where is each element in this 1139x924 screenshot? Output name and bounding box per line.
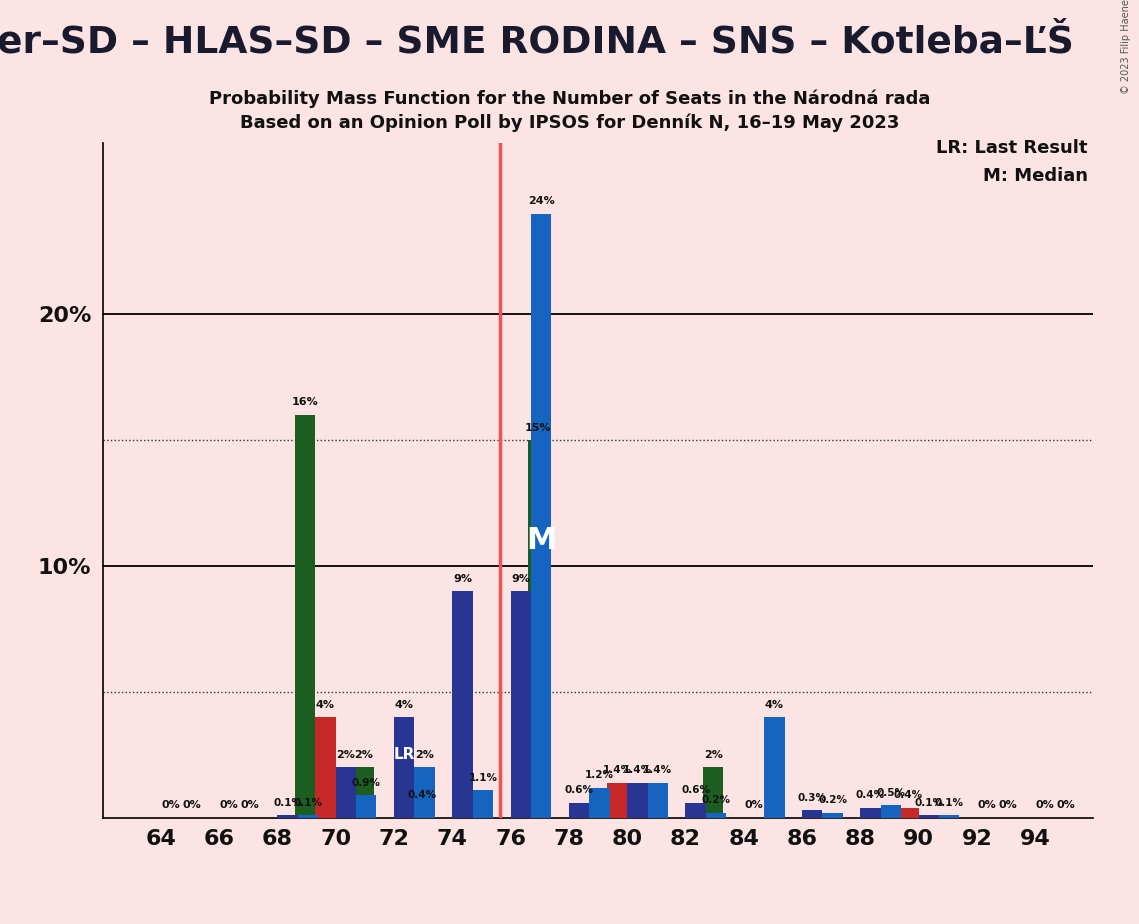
- Text: LR: Last Result: LR: Last Result: [936, 139, 1088, 157]
- Text: LR: LR: [393, 748, 415, 762]
- Bar: [297, 815, 318, 818]
- Text: 0%: 0%: [240, 800, 259, 810]
- Bar: [764, 717, 785, 818]
- Bar: [703, 768, 723, 818]
- Text: 1.4%: 1.4%: [623, 765, 652, 775]
- Bar: [860, 808, 880, 818]
- Bar: [278, 815, 297, 818]
- Bar: [607, 783, 628, 818]
- Text: M: M: [526, 527, 556, 555]
- Text: M: Median: M: Median: [983, 166, 1088, 185]
- Text: 0.6%: 0.6%: [681, 785, 710, 795]
- Text: 1.4%: 1.4%: [644, 765, 672, 775]
- Text: 0.1%: 0.1%: [273, 797, 302, 808]
- Text: 0%: 0%: [1036, 800, 1055, 810]
- Text: 0%: 0%: [182, 800, 200, 810]
- Text: 1.2%: 1.2%: [585, 770, 614, 780]
- Text: 24%: 24%: [527, 196, 555, 206]
- Text: 0%: 0%: [162, 800, 180, 810]
- Text: 1.4%: 1.4%: [603, 765, 631, 775]
- Bar: [528, 440, 549, 818]
- Text: 0.3%: 0.3%: [797, 793, 827, 803]
- Text: 2%: 2%: [704, 750, 722, 760]
- Text: 2%: 2%: [354, 750, 372, 760]
- Bar: [802, 810, 822, 818]
- Text: er–SD – HLAS–SD – SME RODINA – SNS – Kotleba–ĽŠ: er–SD – HLAS–SD – SME RODINA – SNS – Kot…: [0, 24, 1074, 60]
- Bar: [531, 213, 551, 818]
- Text: 4%: 4%: [394, 699, 413, 710]
- Bar: [336, 768, 357, 818]
- Text: 1.1%: 1.1%: [468, 772, 498, 783]
- Text: 0.1%: 0.1%: [935, 797, 964, 808]
- Bar: [316, 717, 336, 818]
- Text: 0.6%: 0.6%: [565, 785, 593, 795]
- Text: Probability Mass Function for the Number of Seats in the Národná rada: Probability Mass Function for the Number…: [208, 90, 931, 108]
- Text: 0.2%: 0.2%: [702, 796, 730, 805]
- Text: 15%: 15%: [525, 422, 551, 432]
- Text: 0.5%: 0.5%: [876, 787, 906, 797]
- Text: 0.2%: 0.2%: [818, 796, 847, 805]
- Text: 0.1%: 0.1%: [915, 797, 943, 808]
- Text: 0.9%: 0.9%: [352, 777, 380, 787]
- Bar: [686, 803, 706, 818]
- Text: 2%: 2%: [336, 750, 355, 760]
- Text: 0.4%: 0.4%: [855, 790, 885, 800]
- Bar: [589, 787, 609, 818]
- Text: 16%: 16%: [292, 397, 319, 407]
- Bar: [357, 795, 377, 818]
- Bar: [822, 813, 843, 818]
- Bar: [353, 768, 374, 818]
- Bar: [568, 803, 589, 818]
- Bar: [706, 813, 727, 818]
- Bar: [899, 808, 918, 818]
- Bar: [394, 717, 415, 818]
- Bar: [411, 808, 432, 818]
- Bar: [880, 805, 901, 818]
- Text: 9%: 9%: [453, 574, 472, 584]
- Bar: [510, 591, 531, 818]
- Text: Based on an Opinion Poll by IPSOS for Denník N, 16–19 May 2023: Based on an Opinion Poll by IPSOS for De…: [240, 114, 899, 132]
- Text: 0%: 0%: [977, 800, 997, 810]
- Bar: [295, 415, 316, 818]
- Text: 0.4%: 0.4%: [894, 790, 923, 800]
- Text: 9%: 9%: [511, 574, 531, 584]
- Bar: [628, 783, 648, 818]
- Text: 0%: 0%: [745, 800, 763, 810]
- Text: 0%: 0%: [998, 800, 1017, 810]
- Bar: [939, 815, 959, 818]
- Text: 0%: 0%: [1056, 800, 1075, 810]
- Text: 4%: 4%: [764, 699, 784, 710]
- Text: 0.1%: 0.1%: [294, 797, 322, 808]
- Text: 4%: 4%: [316, 699, 335, 710]
- Text: 2%: 2%: [415, 750, 434, 760]
- Bar: [918, 815, 939, 818]
- Text: 0.4%: 0.4%: [407, 790, 436, 800]
- Bar: [415, 768, 435, 818]
- Bar: [452, 591, 473, 818]
- Bar: [473, 790, 493, 818]
- Bar: [647, 783, 667, 818]
- Text: © 2023 Filip Haenen: © 2023 Filip Haenen: [1121, 0, 1131, 94]
- Text: 0%: 0%: [220, 800, 239, 810]
